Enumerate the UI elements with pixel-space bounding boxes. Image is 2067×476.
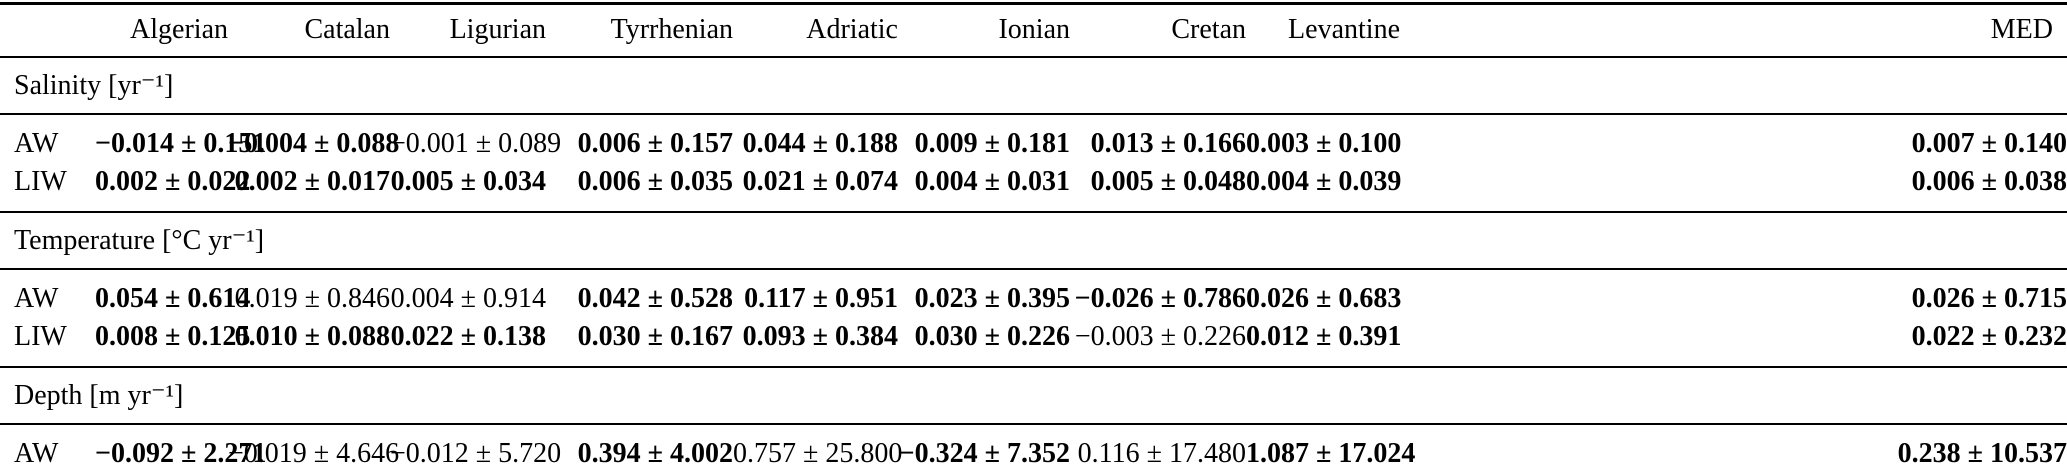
value-cell: 0.022 ± 0.232 (1911, 321, 2067, 352)
value-cell: 0.009 ± 0.181 (914, 128, 1070, 159)
value-cell: 0.013 ± 0.166 (1090, 128, 1246, 159)
value-cell: −0.026 ± 0.786 (1074, 283, 1246, 314)
corner-cell (0, 2, 95, 58)
row-label: LIW (0, 473, 95, 476)
column-header-catalan: Catalan (228, 2, 390, 58)
value-cell: 0.030 ± 0.226 (914, 321, 1070, 352)
value-cell: −0.003 ± 0.226 (1074, 321, 1246, 352)
value-cell: 0.394 ± 4.002 (577, 438, 733, 469)
section-row: Salinity [yr⁻¹] (0, 56, 2067, 115)
value-cell: 0.004 ± 0.039 (1246, 166, 1402, 197)
value-cell: −0.001 ± 0.089 (390, 128, 562, 159)
value-cell: 0.030 ± 0.167 (577, 321, 733, 352)
value-cell: 0.002 ± 0.017 (234, 166, 390, 197)
row-label: LIW (14, 166, 67, 197)
section-label: Depth [m yr⁻¹] (0, 366, 2067, 425)
table-row: AW −0.014 ± 0.151 −0.004 ± 0.088 −0.001 ± 0… (0, 114, 2067, 163)
value-cell: 0.849 ± 32.912 (1246, 473, 1400, 476)
table-body: Salinity [yr⁻¹] AW −0.014 ± 0.151 −0.004 ± … (0, 56, 2067, 476)
value-cell: 0.042 ± 0.528 (577, 283, 733, 314)
value-cell: −0.014 ± 0.151 (95, 128, 267, 159)
value-cell: 0.116 ± 17.480 (1077, 438, 1246, 469)
row-label: AW (14, 438, 59, 469)
value-cell: −0.092 ± 2.271 (95, 438, 267, 469)
value-cell: 0.008 ± 0.125 (95, 321, 251, 352)
value-cell: −0.004 ± 0.088 (228, 128, 400, 159)
value-cell: 2.609 ± 115.404 (733, 473, 898, 476)
column-header-tyrrhenian: Tyrrhenian (546, 2, 733, 58)
value-cell: −0.155 ± 40.249 (390, 473, 546, 476)
value-cell: 0.002 ± 0.022 (95, 166, 251, 197)
value-cell: 0.004 ± 0.914 (390, 283, 546, 314)
column-header-med: MED (1400, 2, 2067, 58)
value-cell: −7.034 ± 46.395 (546, 473, 733, 476)
table-row: LIW 0.002 ± 0.022 0.002 ± 0.017 0.005 ± 0.0… (0, 163, 2067, 212)
section-label: Temperature [°C yr⁻¹] (0, 211, 2067, 270)
value-cell: 0.757 ± 25.800 (733, 438, 903, 469)
value-cell: 0.019 ± 0.846 (234, 283, 390, 314)
value-cell: 0.022 ± 0.138 (390, 321, 546, 352)
row-label: LIW (14, 321, 67, 352)
value-cell: −0.324 ± 7.352 (898, 438, 1070, 469)
table-row: AW −0.092 ± 2.271 −0.019 ± 4.646 −0.012 ± 5… (0, 424, 2067, 473)
value-cell: −1.630 ± 26.943 (1070, 473, 1246, 476)
table-row: LIW 0.008 ± 0.125 0.010 ± 0.088 0.022 ± 0.1… (0, 318, 2067, 367)
value-cell: 1.895 ± 52.582 (228, 473, 390, 476)
value-cell: 1.087 ± 17.024 (1246, 438, 1416, 469)
value-cell: −0.019 ± 4.646 (228, 438, 400, 469)
value-cell: 0.044 ± 0.188 (742, 128, 898, 159)
value-cell: 0.004 ± 0.031 (914, 166, 1070, 197)
column-header-ionian: Ionian (898, 2, 1070, 58)
table-row: LIW−0.352 ± 14.6391.895 ± 52.582−0.155 ±… (0, 473, 2067, 476)
section-row: Temperature [°C yr⁻¹] (0, 211, 2067, 270)
value-cell: 0.007 ± 0.140 (1911, 128, 2067, 159)
value-cell: 0.005 ± 0.048 (1090, 166, 1246, 197)
column-header-ligurian: Ligurian (390, 2, 546, 58)
value-cell: 0.026 ± 0.715 (1911, 283, 2067, 314)
column-header-adriatic: Adriatic (733, 2, 898, 58)
row-label: AW (14, 128, 59, 159)
table-row: AW 0.054 ± 0.614 0.019 ± 0.846 0.004 ± 0.91… (0, 269, 2067, 318)
value-cell: 0.005 ± 0.034 (390, 166, 546, 197)
value-cell: 0.003 ± 0.100 (1246, 128, 1402, 159)
value-cell: 0.023 ± 0.395 (914, 283, 1070, 314)
value-cell: 0.093 ± 0.384 (742, 321, 898, 352)
column-header-levantine: Levantine (1246, 2, 1400, 58)
value-cell: 0.238 ± 10.537 (1897, 438, 2067, 469)
column-header-algerian: Algerian (95, 2, 228, 58)
row-label: AW (14, 283, 59, 314)
value-cell: 0.006 ± 0.157 (577, 128, 733, 159)
value-cell: −0.012 ± 5.720 (390, 438, 562, 469)
value-cell: 0.012 ± 0.391 (1246, 321, 1402, 352)
value-cell: −0.352 ± 14.639 (95, 473, 228, 476)
value-cell: 0.010 ± 0.088 (234, 321, 390, 352)
value-cell: 0.006 ± 0.035 (577, 166, 733, 197)
column-header-cretan: Cretan (1070, 2, 1246, 58)
value-cell: 0.021 ± 0.074 (742, 166, 898, 197)
value-cell: 0.117 ± 0.951 (744, 283, 898, 314)
value-cell: 0.006 ± 0.038 (1911, 166, 2067, 197)
section-row: Depth [m yr⁻¹] (0, 366, 2067, 425)
value-cell: 1.099 ± 46.458 (1400, 473, 2067, 476)
section-label: Salinity [yr⁻¹] (0, 56, 2067, 115)
header-row: Algerian Catalan Ligurian Tyrrhenian Adr… (0, 2, 2067, 58)
value-cell: 0.054 ± 0.614 (95, 283, 251, 314)
value-cell: 0.026 ± 0.683 (1246, 283, 1402, 314)
value-cell: −4.973 ± 42.536 (898, 473, 1070, 476)
